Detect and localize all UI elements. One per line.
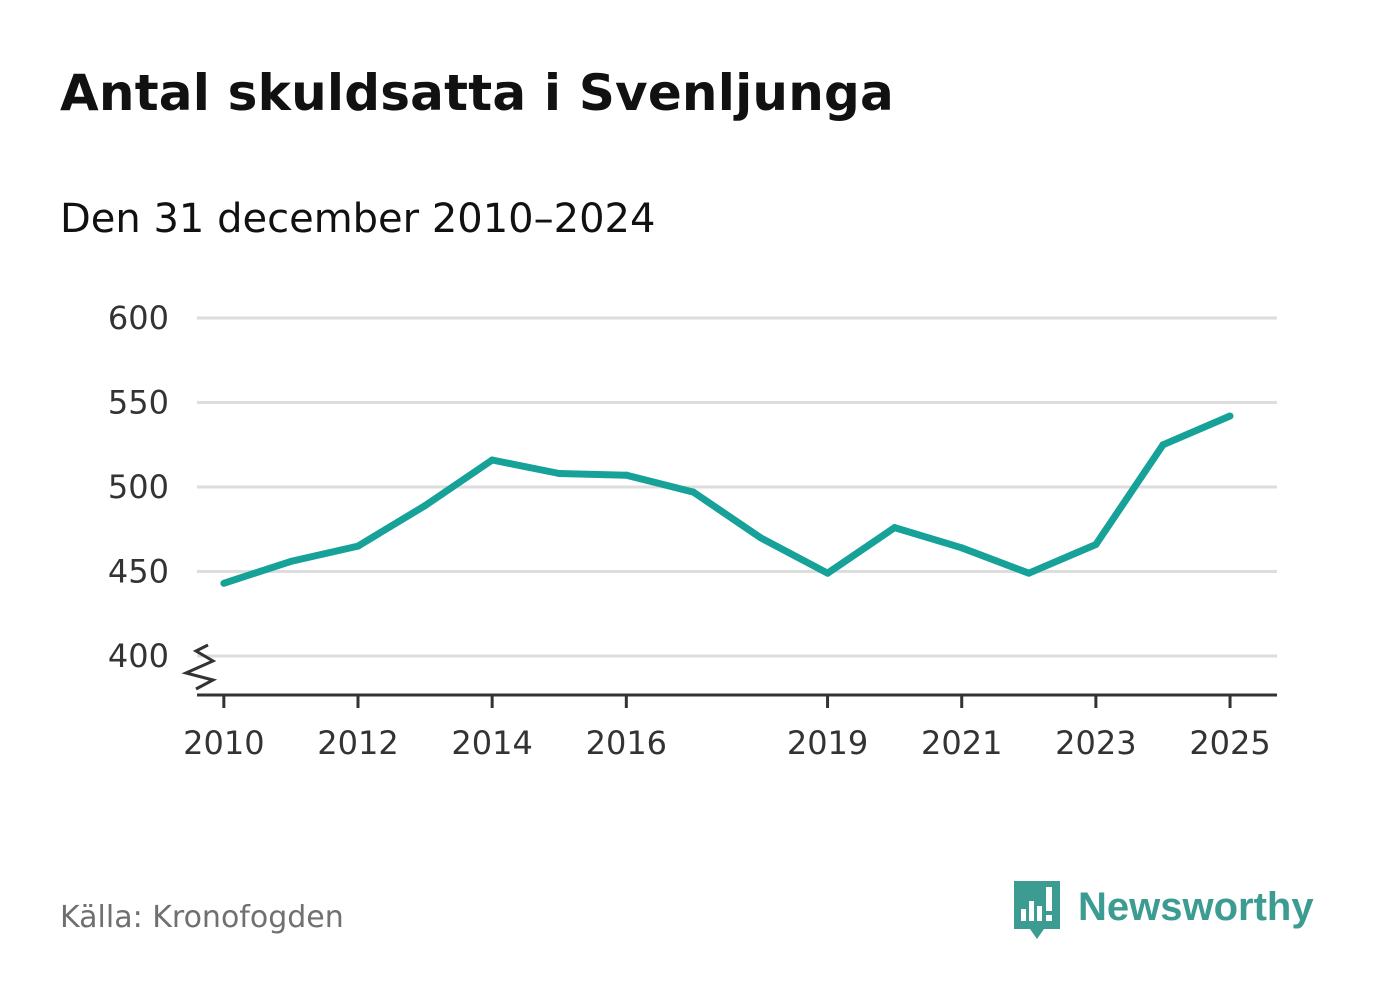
x-tick-label-2012: 2012	[317, 724, 398, 762]
data-point-2023	[1092, 540, 1100, 548]
data-point-2012	[354, 542, 362, 550]
x-tick-label-2025: 2025	[1189, 724, 1270, 762]
data-point-2019	[824, 569, 832, 577]
x-tick-label-2019: 2019	[787, 724, 868, 762]
data-point-2014	[488, 456, 496, 464]
series-line-0	[222, 412, 1232, 587]
y-tick-label-600: 600	[108, 299, 169, 337]
data-point-2011	[287, 557, 295, 565]
gridlines	[197, 316, 1277, 658]
x-tick-label-2016: 2016	[586, 724, 667, 762]
newsworthy-logo-icon	[1014, 881, 1060, 939]
chart-subtitle: Den 31 december 2010–2024	[60, 196, 656, 242]
y-tick-label-400: 400	[108, 637, 169, 675]
axes	[181, 643, 1277, 708]
x-tick-label-2010: 2010	[183, 724, 264, 762]
brand-name: Newsworthy	[1078, 884, 1314, 929]
source-note: Källa: Kronofogden	[60, 900, 344, 935]
y-axis-break-marker	[181, 643, 218, 691]
data-point-2015	[555, 469, 563, 477]
data-point-2025	[1226, 412, 1234, 420]
data-point-2013	[421, 502, 429, 510]
tick-labels: 400 450 500 550 600 2010 2012 2014 2016 2019 2021 2…	[108, 299, 1271, 762]
y-tick-label-550: 550	[108, 384, 169, 422]
x-tick-label-2021: 2021	[921, 724, 1002, 762]
data-point-2018	[756, 534, 764, 542]
data-point-2020	[891, 524, 899, 532]
chart-title: Antal skuldsatta i Svenljunga	[60, 64, 894, 122]
y-tick-label-450: 450	[108, 553, 169, 591]
data-point-2016	[622, 471, 630, 479]
brand-logo: Newsworthy	[1010, 878, 1314, 942]
data-point-2024	[1159, 441, 1167, 449]
series	[220, 412, 1234, 587]
data-point-2021	[958, 544, 966, 552]
data-point-2022	[1025, 569, 1033, 577]
y-tick-label-500: 500	[108, 468, 169, 506]
x-tick-label-2023: 2023	[1055, 724, 1136, 762]
data-point-2017	[689, 488, 697, 496]
data-point-2010	[220, 579, 228, 587]
x-tick-label-2014: 2014	[451, 724, 532, 762]
